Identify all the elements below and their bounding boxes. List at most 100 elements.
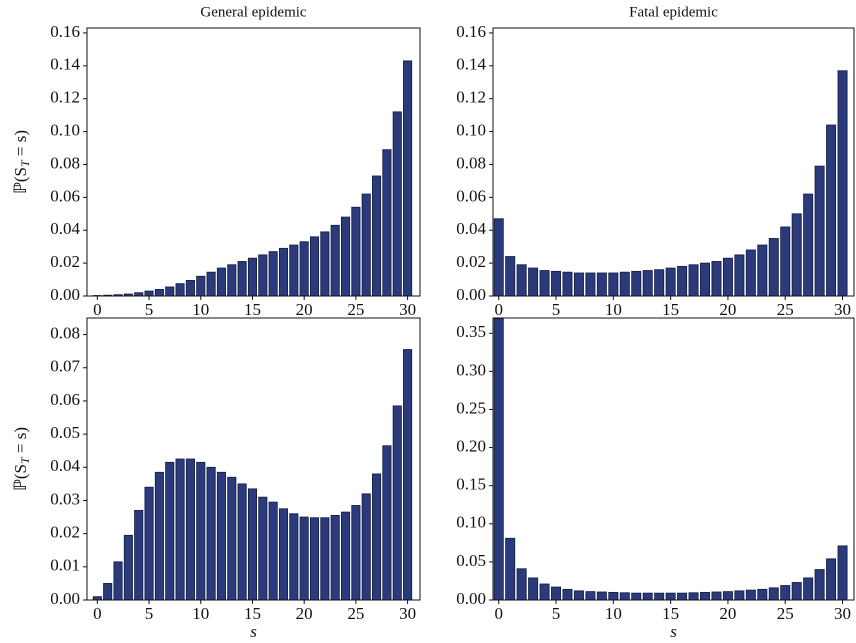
x-tick-label: 15	[662, 300, 679, 319]
bar	[372, 175, 382, 297]
bar	[320, 231, 330, 297]
bar	[665, 592, 676, 601]
bar	[585, 272, 596, 297]
y-tick-label: 0.06	[456, 186, 486, 205]
bar	[528, 577, 539, 601]
bar	[392, 111, 402, 297]
x-axis-label: s	[670, 622, 677, 641]
bar	[665, 267, 676, 297]
y-tick-label: 0.16	[456, 22, 486, 41]
y-tick-label: 0.00	[456, 589, 486, 608]
bar	[309, 517, 320, 601]
bar	[768, 238, 779, 297]
bar	[745, 249, 756, 297]
bar	[596, 272, 607, 297]
bar	[780, 226, 791, 297]
bar	[258, 496, 268, 601]
y-tick-label: 0.08	[50, 323, 80, 342]
x-tick-label: 10	[192, 604, 209, 623]
y-tick-label: 0.10	[456, 513, 486, 532]
x-tick-label: 25	[777, 604, 794, 623]
bar	[123, 534, 133, 601]
bar	[341, 216, 351, 297]
bar	[608, 591, 619, 601]
bar	[722, 591, 733, 601]
x-tick-label: 25	[347, 604, 364, 623]
bar	[780, 585, 791, 601]
bar	[700, 591, 711, 601]
bar	[573, 590, 584, 601]
y-axis-label: ℙ(ST = s)	[11, 427, 32, 491]
y-tick-label: 0.05	[456, 551, 486, 570]
bar	[278, 247, 289, 297]
bar	[608, 272, 619, 297]
bar	[619, 271, 630, 297]
y-tick-label: 0.04	[50, 219, 80, 238]
x-tick-label: 30	[399, 300, 416, 319]
x-tick-label: 10	[605, 604, 622, 623]
y-tick-label: 0.02	[50, 523, 80, 542]
bar	[341, 511, 351, 601]
bar	[734, 254, 745, 297]
plot-frame	[86, 27, 421, 297]
bar	[361, 193, 371, 297]
bar	[700, 262, 711, 297]
bar	[216, 471, 226, 601]
bar	[619, 592, 630, 601]
x-tick-label: 30	[834, 604, 851, 623]
y-tick-label: 0.15	[456, 475, 486, 494]
bar	[596, 591, 607, 601]
bar	[196, 461, 206, 601]
bar	[837, 70, 848, 297]
bar	[837, 545, 848, 601]
bar	[711, 591, 722, 601]
bar	[734, 590, 745, 601]
bar	[791, 582, 802, 601]
bar	[585, 591, 596, 601]
bar	[247, 488, 258, 601]
bar	[165, 286, 175, 297]
y-tick-label: 0.16	[50, 22, 80, 41]
y-tick-label: 0.03	[50, 489, 80, 508]
bar	[528, 267, 539, 297]
bar	[247, 257, 258, 297]
bar	[237, 261, 247, 297]
x-tick-label: 5	[552, 300, 561, 319]
bar	[631, 270, 642, 297]
bar	[539, 583, 550, 601]
y-tick-label: 0.07	[50, 357, 80, 376]
bar	[185, 279, 195, 297]
x-tick-label: 0	[93, 604, 102, 623]
y-tick-label: 0.00	[50, 589, 80, 608]
bar	[551, 270, 562, 297]
bar	[505, 256, 516, 297]
bar	[258, 254, 268, 297]
bar	[403, 60, 413, 297]
x-tick-label: 30	[834, 300, 851, 319]
bar	[216, 267, 226, 297]
y-tick-label: 0.35	[456, 322, 486, 341]
bar	[768, 587, 779, 601]
bar	[175, 458, 185, 601]
bar	[688, 592, 699, 601]
bar	[196, 275, 206, 297]
bar	[642, 270, 653, 297]
y-tick-label: 0.04	[456, 219, 486, 238]
bar	[351, 505, 361, 601]
subplot-title: Fatal epidemic	[629, 4, 718, 20]
bar	[165, 461, 175, 601]
y-tick-label: 0.00	[50, 285, 80, 304]
x-tick-label: 15	[244, 300, 261, 319]
x-tick-label: 10	[605, 300, 622, 319]
bar	[289, 513, 299, 601]
x-tick-label: 0	[494, 300, 503, 319]
bar	[562, 271, 573, 297]
bar	[392, 405, 402, 601]
bar	[227, 264, 237, 297]
bar	[757, 244, 768, 297]
plot-frame	[492, 317, 855, 601]
y-tick-label: 0.08	[50, 153, 80, 172]
bar	[826, 558, 837, 601]
x-tick-label: 0	[494, 604, 503, 623]
